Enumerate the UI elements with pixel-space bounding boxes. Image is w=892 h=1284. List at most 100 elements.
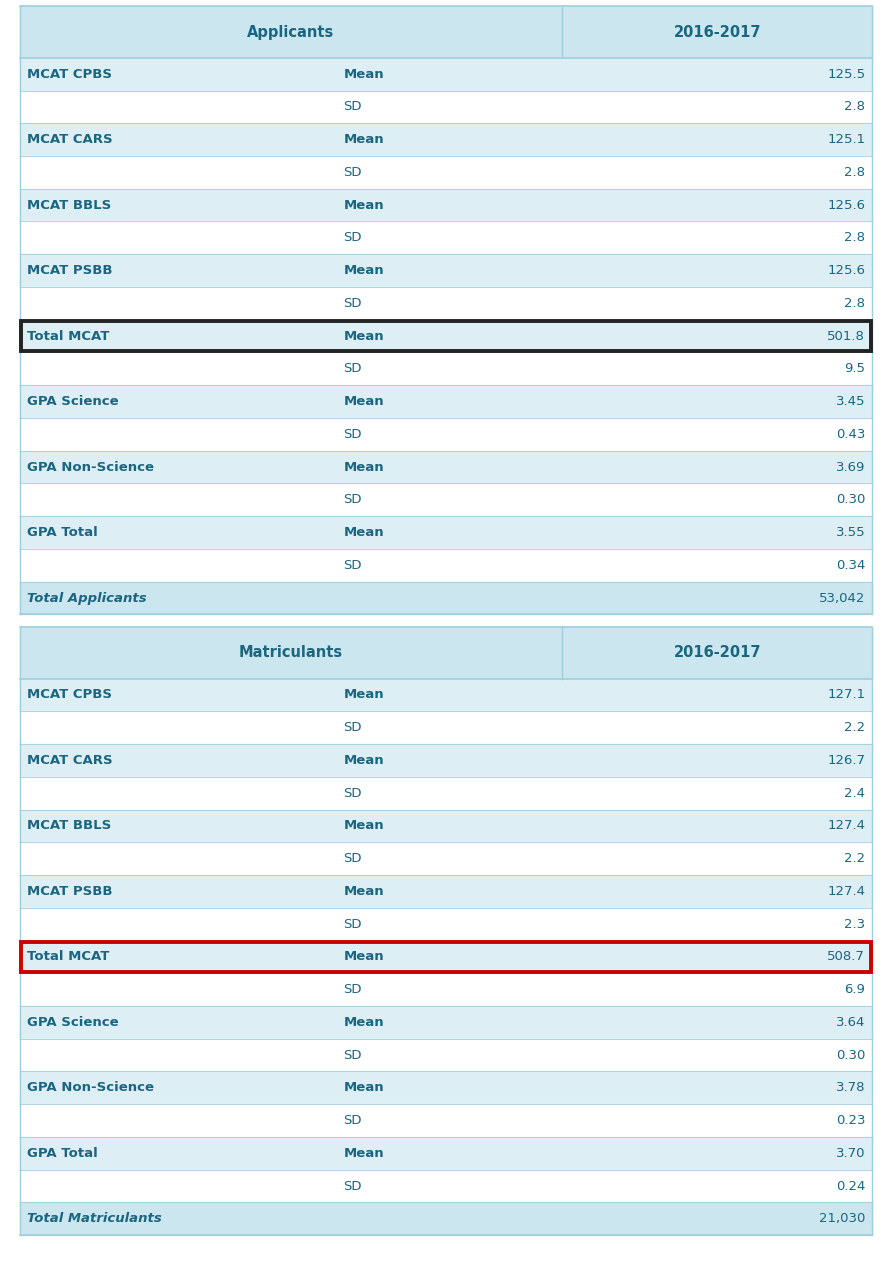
Text: Matriculants: Matriculants bbox=[239, 646, 343, 660]
Text: Mean: Mean bbox=[343, 68, 384, 81]
Text: 125.6: 125.6 bbox=[827, 199, 865, 212]
Text: SD: SD bbox=[343, 559, 362, 571]
Text: 2.3: 2.3 bbox=[844, 918, 865, 931]
Text: Mean: Mean bbox=[343, 330, 384, 343]
Bar bbox=[20, 874, 872, 908]
Text: 0.30: 0.30 bbox=[836, 1049, 865, 1062]
Text: 0.24: 0.24 bbox=[836, 1180, 865, 1193]
Bar bbox=[20, 627, 872, 678]
Bar bbox=[20, 6, 872, 58]
Text: 125.5: 125.5 bbox=[827, 68, 865, 81]
Text: 2.4: 2.4 bbox=[844, 787, 865, 800]
Text: Mean: Mean bbox=[343, 885, 384, 898]
Text: SD: SD bbox=[343, 166, 362, 178]
Bar bbox=[20, 908, 872, 940]
Text: Total MCAT: Total MCAT bbox=[27, 330, 109, 343]
Text: Mean: Mean bbox=[343, 1081, 384, 1094]
Bar bbox=[20, 385, 872, 417]
Bar bbox=[20, 777, 872, 809]
Text: MCAT CARS: MCAT CARS bbox=[27, 754, 112, 767]
Text: Total MCAT: Total MCAT bbox=[27, 950, 109, 963]
Text: SD: SD bbox=[343, 918, 362, 931]
Text: Mean: Mean bbox=[343, 199, 384, 212]
Text: 3.78: 3.78 bbox=[836, 1081, 865, 1094]
Bar bbox=[20, 842, 872, 874]
Text: SD: SD bbox=[343, 100, 362, 113]
Text: Mean: Mean bbox=[343, 265, 384, 277]
Text: SD: SD bbox=[343, 231, 362, 244]
Text: Mean: Mean bbox=[343, 395, 384, 408]
Text: 508.7: 508.7 bbox=[828, 950, 865, 963]
Text: GPA Non-Science: GPA Non-Science bbox=[27, 1081, 153, 1094]
Text: MCAT PSBB: MCAT PSBB bbox=[27, 265, 112, 277]
Text: 53,042: 53,042 bbox=[819, 592, 865, 605]
Text: Mean: Mean bbox=[343, 819, 384, 832]
Text: 0.23: 0.23 bbox=[836, 1115, 865, 1127]
Text: SD: SD bbox=[343, 853, 362, 865]
Bar bbox=[20, 1202, 872, 1235]
Text: Mean: Mean bbox=[343, 134, 384, 146]
Text: GPA Total: GPA Total bbox=[27, 1147, 97, 1159]
Bar bbox=[20, 320, 872, 352]
Text: 127.1: 127.1 bbox=[827, 688, 865, 701]
Text: 21,030: 21,030 bbox=[819, 1212, 865, 1225]
Bar bbox=[20, 1104, 872, 1136]
Text: 2.8: 2.8 bbox=[844, 297, 865, 309]
Text: SD: SD bbox=[343, 1115, 362, 1127]
Text: 0.34: 0.34 bbox=[836, 559, 865, 571]
Text: Mean: Mean bbox=[343, 950, 384, 963]
Text: MCAT PSBB: MCAT PSBB bbox=[27, 885, 112, 898]
Text: GPA Science: GPA Science bbox=[27, 1016, 119, 1028]
Text: SD: SD bbox=[343, 297, 362, 309]
Text: 3.45: 3.45 bbox=[836, 395, 865, 408]
Text: Applicants: Applicants bbox=[247, 24, 334, 40]
Bar bbox=[20, 1136, 872, 1170]
Text: SD: SD bbox=[343, 787, 362, 800]
Text: SD: SD bbox=[343, 984, 362, 996]
Text: 9.5: 9.5 bbox=[844, 362, 865, 375]
Bar bbox=[20, 548, 872, 582]
Text: SD: SD bbox=[343, 1049, 362, 1062]
Text: 2016-2017: 2016-2017 bbox=[673, 646, 761, 660]
Bar bbox=[20, 123, 872, 155]
Text: 2016-2017: 2016-2017 bbox=[673, 24, 761, 40]
Bar bbox=[20, 743, 872, 777]
Text: Mean: Mean bbox=[343, 754, 384, 767]
Text: 2.2: 2.2 bbox=[844, 853, 865, 865]
Text: Mean: Mean bbox=[343, 526, 384, 539]
Text: GPA Non-Science: GPA Non-Science bbox=[27, 461, 153, 474]
Bar bbox=[20, 1170, 872, 1202]
Bar bbox=[20, 1071, 872, 1104]
Text: 2.8: 2.8 bbox=[844, 231, 865, 244]
Text: Total Matriculants: Total Matriculants bbox=[27, 1212, 161, 1225]
Text: 2.8: 2.8 bbox=[844, 166, 865, 178]
Text: Mean: Mean bbox=[343, 1016, 384, 1028]
Text: 0.43: 0.43 bbox=[836, 428, 865, 440]
Text: 126.7: 126.7 bbox=[827, 754, 865, 767]
Text: MCAT CPBS: MCAT CPBS bbox=[27, 68, 112, 81]
Text: Mean: Mean bbox=[343, 1147, 384, 1159]
Bar bbox=[20, 58, 872, 90]
Bar bbox=[21, 941, 871, 972]
Text: SD: SD bbox=[343, 722, 362, 734]
Bar bbox=[21, 321, 871, 351]
Text: GPA Science: GPA Science bbox=[27, 395, 119, 408]
Text: MCAT BBLS: MCAT BBLS bbox=[27, 819, 111, 832]
Text: MCAT CARS: MCAT CARS bbox=[27, 134, 112, 146]
Bar bbox=[20, 678, 872, 711]
Bar bbox=[20, 516, 872, 548]
Bar bbox=[20, 286, 872, 320]
Text: 125.6: 125.6 bbox=[827, 265, 865, 277]
Text: 127.4: 127.4 bbox=[827, 885, 865, 898]
Text: 127.4: 127.4 bbox=[827, 819, 865, 832]
Bar bbox=[20, 1005, 872, 1039]
Text: 0.30: 0.30 bbox=[836, 493, 865, 506]
Text: 3.70: 3.70 bbox=[836, 1147, 865, 1159]
Bar bbox=[20, 254, 872, 286]
Text: 501.8: 501.8 bbox=[828, 330, 865, 343]
Text: 3.64: 3.64 bbox=[836, 1016, 865, 1028]
Text: SD: SD bbox=[343, 428, 362, 440]
Text: 125.1: 125.1 bbox=[827, 134, 865, 146]
Text: GPA Total: GPA Total bbox=[27, 526, 97, 539]
Bar bbox=[20, 155, 872, 189]
